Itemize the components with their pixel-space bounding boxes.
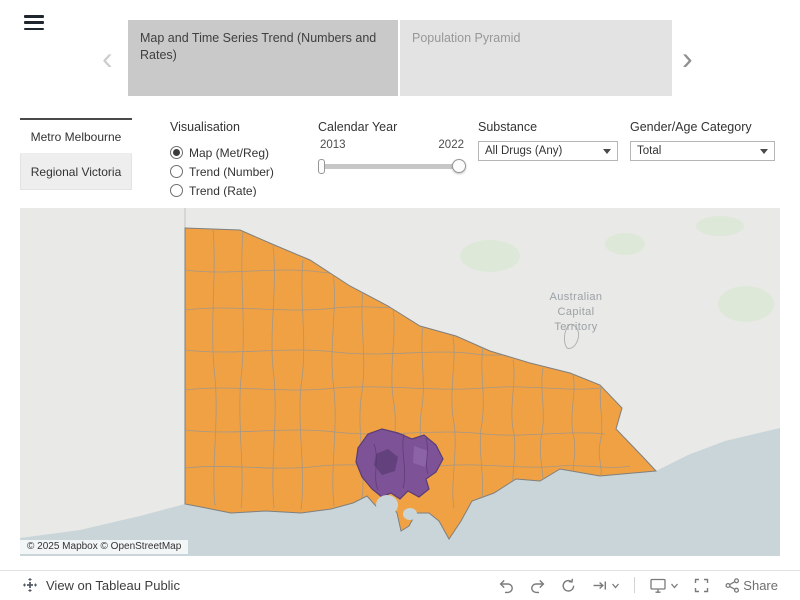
tabs-prev-arrow[interactable]: ‹: [102, 40, 113, 76]
radio-selected-icon: [170, 146, 183, 159]
substance-dropdown[interactable]: All Drugs (Any): [478, 141, 618, 161]
device-preview-caret[interactable]: [670, 581, 679, 590]
metro-boundary-lines: [373, 433, 429, 491]
radio-label: Trend (Number): [189, 164, 274, 179]
share-label: Share: [743, 577, 778, 593]
radio-option-trend-number[interactable]: Trend (Number): [170, 162, 310, 181]
map-canvas[interactable]: Australian Capital Territory © 2025 Mapb…: [20, 208, 780, 556]
undo-button[interactable]: [498, 577, 515, 594]
region-metro-melbourne[interactable]: [355, 428, 444, 500]
tab-label: Map and Time Series Trend (Numbers and R…: [140, 31, 377, 62]
gender-age-value: Total: [637, 145, 662, 157]
act-boundary: [564, 323, 580, 349]
visualisation-filter: Visualisation Map (Met/Reg) Trend (Numbe…: [170, 120, 310, 197]
radio-icon: [170, 165, 183, 178]
svg-text:Territory: Territory: [554, 321, 597, 333]
view-link-label: View on Tableau Public: [46, 577, 180, 593]
map-attribution[interactable]: © 2025 Mapbox © OpenStreetMap: [20, 540, 189, 554]
fullscreen-button[interactable]: [693, 577, 710, 594]
tableau-logo-icon: [22, 577, 38, 593]
region-melbourne-inner[interactable]: [374, 449, 398, 475]
region-tab-metro-melbourne[interactable]: Metro Melbourne: [20, 118, 132, 154]
device-preview-button[interactable]: [649, 577, 667, 594]
slider-handle-left[interactable]: [318, 159, 325, 174]
radio-option-map-met-reg[interactable]: Map (Met/Reg): [170, 143, 310, 162]
tab-population-pyramid[interactable]: Population Pyramid: [400, 20, 672, 96]
gender-age-filter: Gender/Age Category Total: [630, 120, 775, 161]
year-end-value: 2022: [438, 139, 464, 151]
region-melbourne-east[interactable]: [413, 446, 428, 467]
tabs-next-arrow[interactable]: ›: [682, 40, 693, 76]
gender-age-dropdown[interactable]: Total: [630, 141, 775, 161]
substance-label: Substance: [478, 120, 538, 134]
substance-filter: Substance All Drugs (Any): [478, 120, 618, 161]
park-areas: [460, 216, 774, 322]
share-button[interactable]: Share: [724, 577, 778, 594]
chevron-down-icon: [760, 148, 768, 154]
redo-button[interactable]: [529, 577, 546, 594]
calendar-year-label: Calendar Year: [318, 120, 398, 134]
radio-icon: [170, 184, 183, 197]
menu-icon[interactable]: [24, 15, 44, 30]
tableau-toolbar: View on Tableau Public: [0, 570, 800, 599]
calendar-year-filter: Calendar Year 2013 2022: [318, 120, 466, 174]
act-map-label: Australian Capital Territory: [550, 291, 603, 333]
replay-button[interactable]: [560, 577, 577, 594]
svg-text:Australian: Australian: [550, 291, 603, 303]
skip-forward-button[interactable]: [591, 577, 608, 594]
slider-track[interactable]: [320, 164, 464, 169]
svg-text:Capital: Capital: [557, 306, 594, 318]
chevron-down-icon: [603, 148, 611, 154]
western-port-bay: [403, 508, 417, 520]
radio-label: Trend (Rate): [189, 183, 257, 198]
ocean-water: [20, 428, 780, 556]
radio-option-trend-rate[interactable]: Trend (Rate): [170, 181, 310, 197]
radio-label: Map (Met/Reg): [189, 145, 270, 160]
gender-age-label: Gender/Age Category: [630, 120, 752, 134]
tab-map-time-series[interactable]: Map and Time Series Trend (Numbers and R…: [128, 20, 398, 96]
port-phillip-bay: [376, 495, 398, 515]
region-selector: Metro Melbourne Regional Victoria: [20, 118, 132, 190]
region-tab-regional-victoria[interactable]: Regional Victoria: [20, 154, 132, 190]
visualisation-label: Visualisation: [170, 120, 240, 134]
toolbar-divider: [634, 577, 636, 593]
substance-value: All Drugs (Any): [485, 145, 563, 157]
year-start-value: 2013: [320, 139, 346, 151]
tab-label: Population Pyramid: [412, 31, 521, 45]
replay-speed-caret[interactable]: [611, 581, 620, 590]
view-on-tableau-public-link[interactable]: View on Tableau Public: [22, 577, 180, 593]
slider-handle-right[interactable]: [452, 159, 466, 173]
year-range-slider[interactable]: [318, 158, 466, 174]
